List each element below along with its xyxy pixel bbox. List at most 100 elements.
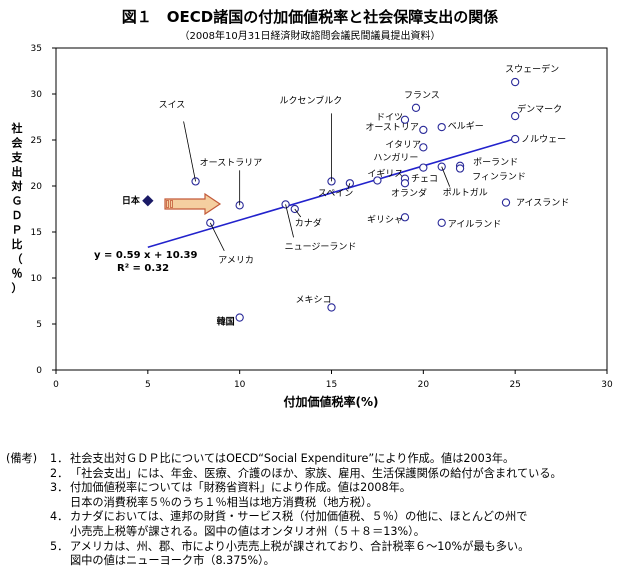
note-number: 1． — [50, 452, 69, 465]
y-label-char: Ｄ — [12, 209, 23, 222]
notes-prefix: (備考) — [6, 452, 38, 465]
note-number: 2． — [50, 466, 69, 480]
data-point — [345, 179, 355, 188]
data-point — [511, 134, 520, 144]
scatter-chart: 0 5 10 15 20 25 30 0 5 10 15 20 25 30 35 スウェーデンフランスデンマ… — [11, 44, 613, 409]
data-point — [206, 218, 215, 227]
x-tick-label: 15 — [326, 380, 337, 390]
x-tick-label: 20 — [418, 380, 430, 390]
callout-line — [285, 204, 294, 238]
data-point — [235, 313, 244, 322]
y-tick-label: 10 — [31, 274, 43, 284]
point-label: ポーランド — [473, 157, 518, 168]
data-point — [511, 111, 520, 121]
data-point — [437, 218, 446, 227]
y-label-char: Ｐ — [12, 224, 23, 237]
note-5-cont: 図中の値はニューヨーク市（8.375%）。 — [6, 554, 618, 569]
point-label: チェコ — [411, 174, 438, 185]
x-tick-label: 10 — [234, 380, 246, 390]
point-label: イタリア — [385, 139, 421, 150]
japan-arrow — [164, 192, 222, 216]
data-point-japan — [142, 195, 154, 207]
data-point — [511, 77, 520, 87]
point-label: アイルランド — [448, 219, 502, 230]
data-point — [327, 303, 336, 312]
note-4: 4． カナダにおいては、連邦の財貨・サービス税（付加価値税、５％）の他に、ほとん… — [6, 510, 618, 525]
y-label-char: 比 — [12, 237, 23, 251]
data-point — [419, 143, 428, 152]
y-tick-label: 15 — [31, 228, 42, 238]
trendline — [147, 137, 516, 249]
callout-line — [441, 166, 451, 187]
note-text: アメリカは、州、郡、市により小売売上税が課されており、合計税率６～10%が最も多… — [70, 539, 530, 553]
y-label-char: 社 — [11, 121, 23, 135]
note-text: 図中の値はニューヨーク市（8.375%）。 — [70, 554, 275, 568]
y-axis-label: 社会支出対ＧＤＰ比 （％ ） — [11, 121, 24, 295]
point-label: ノルウェー — [521, 134, 566, 145]
x-tick-label: 30 — [601, 380, 613, 390]
y-label-char: 支 — [11, 150, 24, 164]
point-label: スウェーデン — [505, 63, 559, 75]
note-3-cont: 日本の消費税率５％のうち１％相当は地方消費税（地方税）。 — [6, 496, 618, 511]
data-point — [419, 125, 428, 135]
data-points — [142, 77, 520, 322]
note-1: (備考) 1． 社会支出対ＧＤＰ比についてはOECD“Social Expend… — [6, 452, 618, 467]
x-tick-label: 0 — [53, 380, 59, 390]
y-label-char: 会 — [12, 136, 24, 150]
y-label-char: （ — [12, 253, 23, 266]
point-label: オーストリア — [365, 122, 419, 133]
point-label: ベルギー — [448, 121, 484, 132]
trend-line — [147, 137, 516, 249]
y-tick-label: 0 — [36, 366, 42, 376]
trend-equation: y = 0.59 x + 10.39 — [94, 250, 197, 261]
x-tick-label: 5 — [145, 380, 151, 390]
data-point — [411, 103, 421, 112]
note-3: 3． 付加価値税率については「財務省資料」により作成。値は2008年。 — [6, 481, 618, 496]
chart-title: 図１ OECD諸国の付加価値税率と社会保障支出の関係 — [121, 8, 499, 26]
x-axis-label: 付加価値税率(%) — [284, 394, 379, 409]
callout-line — [209, 222, 225, 251]
point-label: カナダ — [295, 217, 322, 229]
data-point — [501, 198, 511, 207]
data-point — [400, 179, 410, 188]
point-label: ポルトガル — [443, 188, 488, 199]
y-label-char: 出 — [12, 165, 23, 179]
point-label: オランダ — [391, 187, 427, 199]
point-label: フィンランド — [472, 172, 526, 183]
y-label-char: Ｇ — [12, 195, 23, 208]
y-label-char: ） — [12, 282, 23, 295]
callout-lines — [183, 113, 451, 251]
y-tick-label: 20 — [31, 182, 43, 192]
note-text: 小売売上税等が課される。図中の値はオンタリオ州（５＋８＝13%）。 — [70, 524, 425, 538]
point-label: ドイツ — [376, 113, 403, 123]
point-label: イギリス — [367, 168, 403, 179]
point-label: ニュージーランド — [285, 241, 357, 252]
note-text: 付加価値税率については「財務省資料」により作成。値は2008年。 — [70, 481, 411, 495]
data-point — [419, 163, 428, 172]
point-label: 日本 — [122, 195, 141, 207]
data-point — [437, 122, 446, 132]
point-label: オーストラリア — [200, 157, 263, 168]
axis-ticks: 0 5 10 15 20 25 30 0 5 10 15 20 25 30 35 — [31, 44, 613, 390]
x-tick-label: 25 — [509, 380, 520, 390]
note-text: 社会支出対ＧＤＰ比についてはOECD“Social Expenditure”によ… — [70, 452, 515, 465]
point-label: アメリカ — [218, 255, 254, 266]
y-tick-label: 25 — [31, 136, 42, 146]
y-tick-label: 35 — [31, 44, 42, 54]
point-label: ハンガリー — [373, 153, 418, 164]
y-label-char: 対 — [11, 179, 23, 193]
callout-line — [183, 121, 196, 182]
note-text: カナダにおいては、連邦の財貨・サービス税（付加価値税、５％）の他に、ほとんどの州… — [70, 510, 528, 524]
callout-line — [347, 183, 351, 190]
data-point — [455, 164, 465, 173]
point-label: デンマーク — [517, 103, 562, 115]
point-label: フランス — [404, 90, 440, 101]
data-point — [373, 176, 382, 185]
note-text: 「社会支出」には、年金、医療、介護のほか、家族、雇用、生活保護関係の給付が含まれ… — [70, 466, 562, 480]
point-label: アイスランド — [516, 198, 569, 209]
callout-line — [294, 208, 302, 218]
point-label: ルクセンブルク — [280, 94, 343, 106]
data-point — [400, 115, 410, 124]
note-number: 3． — [50, 481, 69, 495]
